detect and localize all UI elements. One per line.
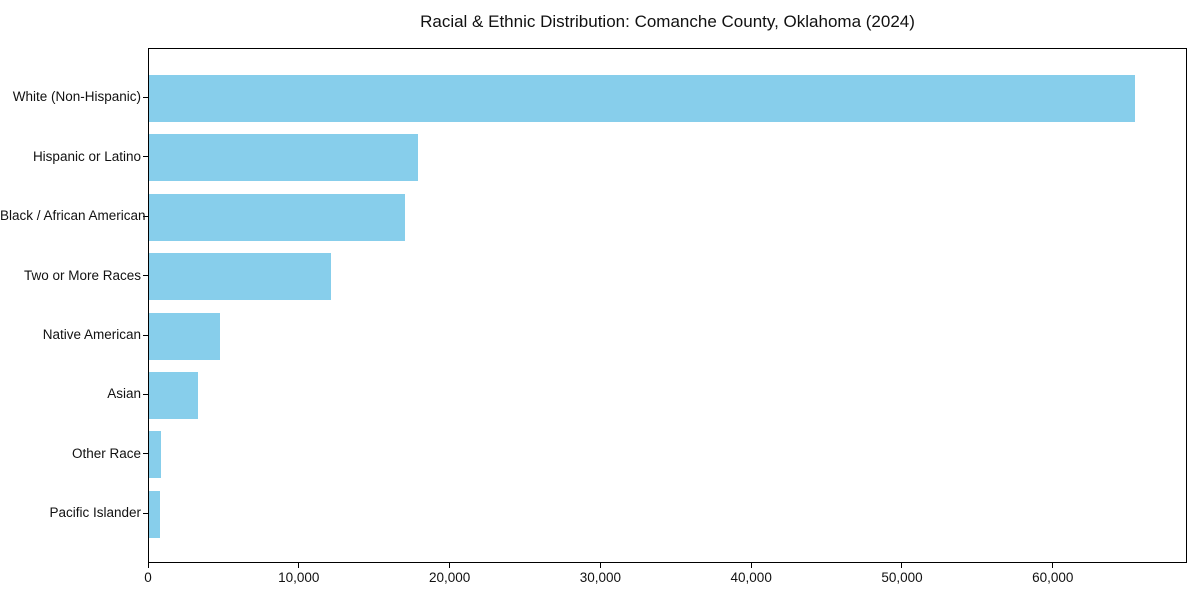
bar [149,312,220,360]
y-tick-mark [143,156,148,158]
y-tick-mark [143,512,148,514]
x-tick-mark [901,563,903,568]
bar [149,134,419,182]
bar [149,371,198,419]
bar [149,490,161,538]
y-tick-mark [143,215,148,217]
x-tick-label: 10,000 [278,570,320,585]
x-tick-mark [147,563,149,568]
x-tick-mark [599,563,601,568]
y-tick-mark [143,96,148,98]
x-tick-mark [1052,563,1054,568]
chart-title: Racial & Ethnic Distribution: Comanche C… [420,12,915,31]
y-tick-mark [143,334,148,336]
y-axis-label: Other Race [71,445,141,461]
x-tick-label: 60,000 [1032,570,1074,585]
x-tick-label: 50,000 [881,570,923,585]
x-tick-mark [750,563,752,568]
x-tick-label: 20,000 [428,570,471,585]
x-tick-label: 0 [144,570,152,585]
bar [149,193,405,241]
y-axis-label: Black / African American [0,208,146,224]
y-tick-mark [143,453,148,455]
y-axis-label: Asian [107,386,141,402]
y-axis-label: Hispanic or Latino [32,148,141,164]
bar [149,74,1135,122]
y-tick-mark [143,393,148,395]
x-tick-label: 30,000 [579,570,622,585]
y-axis-label: Two or More Races [23,267,141,283]
y-tick-mark [143,275,148,277]
x-tick-label: 40,000 [730,570,772,585]
y-axis-label: White (Non-Hispanic) [12,89,141,105]
bar [149,431,162,479]
y-axis-label: Native American [42,327,141,343]
bar [149,253,332,301]
y-axis-label: Pacific Islander [49,505,141,521]
x-tick-mark [449,563,451,568]
x-tick-mark [298,563,300,568]
plot-area [148,48,1187,563]
